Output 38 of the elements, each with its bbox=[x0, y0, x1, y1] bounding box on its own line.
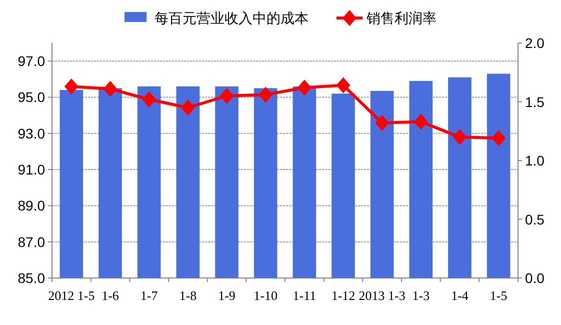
x-tick-label: 2012 1-5 bbox=[48, 288, 95, 303]
point bbox=[336, 77, 350, 94]
x-tick-label: 1-6 bbox=[102, 288, 120, 303]
point bbox=[375, 114, 390, 131]
point bbox=[492, 130, 506, 146]
x-tick-label: 2013 1-3 bbox=[358, 288, 406, 303]
point bbox=[180, 100, 195, 116]
y2-tick-label: 0.5 bbox=[525, 211, 545, 228]
x-tick-label: 1-3 bbox=[412, 288, 430, 303]
x-tick-label: 1-7 bbox=[140, 288, 158, 303]
x-tick-label: 1-11 bbox=[292, 288, 316, 303]
point bbox=[452, 129, 467, 145]
y-tick-label: 91.0 bbox=[18, 162, 46, 178]
x-tick-label: 1-4 bbox=[451, 288, 469, 303]
legend-label: 销售利润率 bbox=[366, 10, 436, 26]
y2-tick-label: 1.5 bbox=[525, 94, 545, 110]
x-tick-label: 1-8 bbox=[179, 288, 197, 303]
point bbox=[103, 80, 118, 97]
y-tick-label: 97.0 bbox=[18, 53, 46, 70]
y2-tick-label: 1.0 bbox=[525, 152, 545, 168]
point bbox=[297, 80, 312, 96]
point bbox=[258, 86, 273, 103]
legend-label: 每百元营业收入中的成本 bbox=[154, 10, 308, 26]
point bbox=[64, 78, 78, 94]
y2-tick-label: 0.0 bbox=[525, 270, 545, 286]
x-tick-label: 1-5 bbox=[490, 288, 508, 303]
x-tick-label: 1-12 bbox=[331, 288, 356, 303]
point bbox=[142, 91, 156, 108]
y-tick-label: 87.0 bbox=[18, 234, 46, 250]
y2-tick-label: 2.0 bbox=[525, 35, 545, 51]
x-tick-label: 1-10 bbox=[254, 288, 278, 303]
y-tick-label: 93.0 bbox=[18, 125, 46, 142]
y-tick-label: 85.0 bbox=[18, 270, 46, 286]
point bbox=[414, 114, 428, 130]
x-tick-label: 1-9 bbox=[218, 288, 236, 303]
y-tick-label: 95.0 bbox=[18, 89, 46, 106]
point bbox=[220, 88, 234, 104]
y-tick-label: 89.0 bbox=[18, 198, 46, 214]
